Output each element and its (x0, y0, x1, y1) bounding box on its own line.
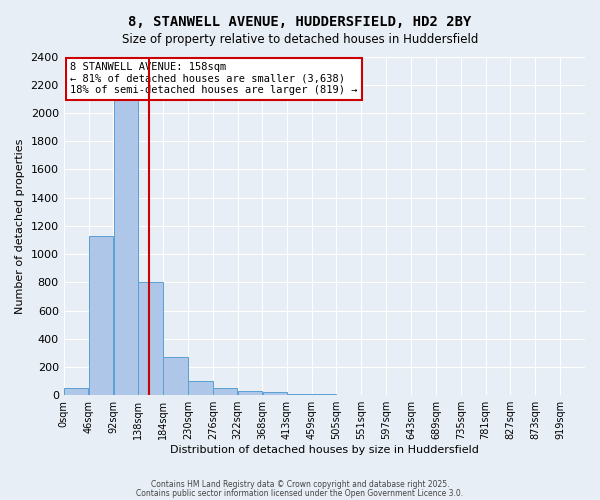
Bar (213, 388, 238, 395)
Bar (163, 357, 188, 395)
Bar (238, 391, 262, 395)
Bar (312, 394, 337, 395)
Text: 8 STANWELL AVENUE: 158sqm
← 81% of detached houses are smaller (3,638)
18% of se: 8 STANWELL AVENUE: 158sqm ← 81% of detac… (70, 62, 358, 96)
Text: Contains public sector information licensed under the Open Government Licence 3.: Contains public sector information licen… (136, 488, 464, 498)
Y-axis label: Number of detached properties: Number of detached properties (15, 138, 25, 314)
Bar (188, 381, 212, 395)
Text: Contains HM Land Registry data © Crown copyright and database right 2025.: Contains HM Land Registry data © Crown c… (151, 480, 449, 489)
Bar (64, 388, 88, 395)
Bar (287, 394, 311, 395)
Text: 8, STANWELL AVENUE, HUDDERSFIELD, HD2 2BY: 8, STANWELL AVENUE, HUDDERSFIELD, HD2 2B… (128, 15, 472, 29)
Bar (139, 282, 163, 395)
Text: Size of property relative to detached houses in Huddersfield: Size of property relative to detached ho… (122, 32, 478, 46)
Bar (89, 236, 113, 395)
X-axis label: Distribution of detached houses by size in Huddersfield: Distribution of detached houses by size … (170, 445, 479, 455)
Bar (113, 90, 138, 395)
Bar (263, 392, 287, 395)
